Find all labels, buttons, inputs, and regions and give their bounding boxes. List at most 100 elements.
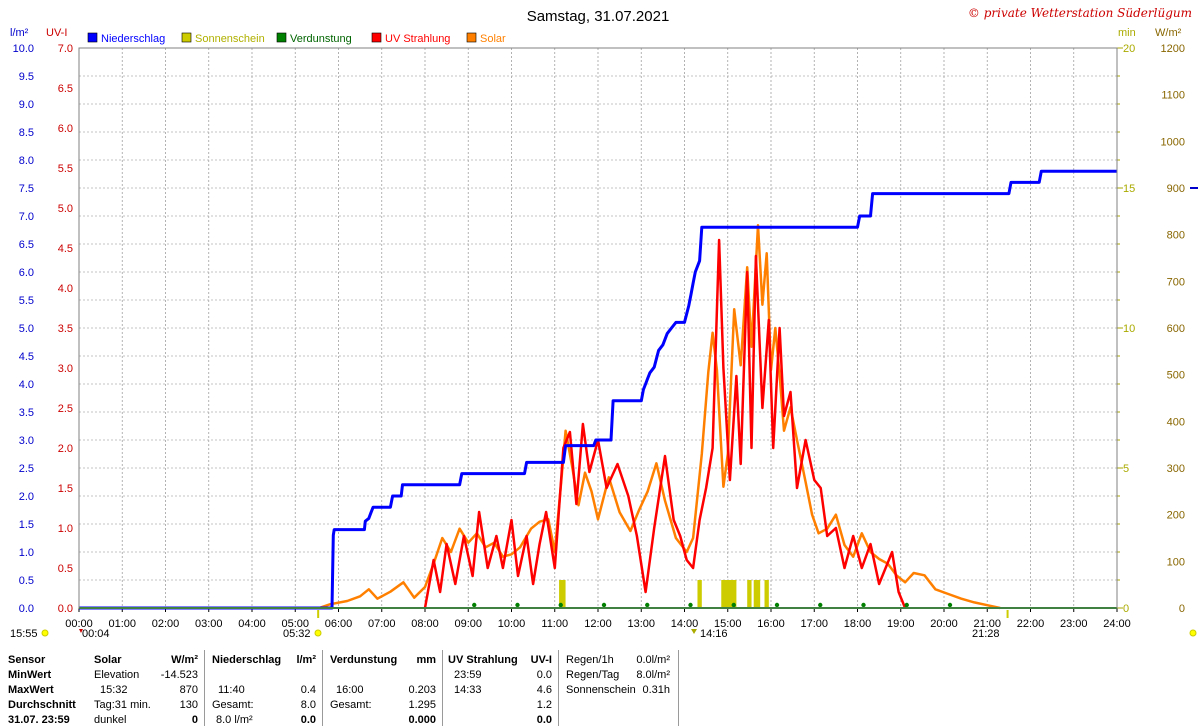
- start-marker-label: 00:04: [82, 628, 110, 640]
- verdunstung-marker: [688, 602, 693, 608]
- uv-r2-value: 4.6: [536, 684, 552, 696]
- solar-head: Solar: [94, 654, 122, 666]
- rain-tick: 3.0: [19, 435, 34, 447]
- x-tick-label: 17:00: [800, 618, 828, 630]
- rain-tick: 6.0: [19, 267, 34, 279]
- x-tick-label: 20:00: [930, 618, 958, 630]
- solar-axis-unit: W/m²: [1155, 27, 1182, 39]
- rain-tick: 4.5: [19, 351, 34, 363]
- rain-tick: 7.0: [19, 211, 34, 223]
- uv-head: UV Strahlung: [448, 654, 518, 666]
- left-time-label: 15:55: [10, 628, 38, 640]
- rain-tick: 9.5: [19, 71, 34, 83]
- sunrise-icon: [314, 629, 322, 637]
- uv-r4-value: 0.0: [536, 714, 552, 726]
- extra-v3: 0.31h: [642, 684, 670, 696]
- sunshine-bar: [747, 580, 752, 608]
- rain-r2-value: 0.4: [300, 684, 316, 696]
- legend-label: UV Strahlung: [385, 33, 450, 45]
- legend-swatch: [466, 32, 477, 43]
- stats-extra-column: Regen/1h 0.0l/m² Regen/Tag 8.0l/m² Sonne…: [566, 650, 676, 726]
- extra-v2: 8.0l/m²: [636, 669, 670, 681]
- verdunstung-marker: [645, 602, 650, 608]
- x-tick-label: 15:00: [714, 618, 742, 630]
- legend-label: Sonnenschein: [195, 33, 265, 45]
- sun-icon: [41, 629, 49, 637]
- uv-r2-label: 14:33: [454, 684, 482, 696]
- uv-r1-value: 0.0: [536, 669, 552, 681]
- solar-unit: W/m²: [171, 654, 198, 666]
- solar-r2-value: 870: [179, 684, 198, 696]
- legend-label: Solar: [480, 33, 506, 45]
- stats-labels: Sensor MinWert MaxWert Durchschnitt 31.0…: [8, 650, 88, 726]
- x-tick-label: 10:00: [498, 618, 526, 630]
- legend-swatch: [371, 32, 382, 43]
- x-tick-label: 03:00: [195, 618, 223, 630]
- verdunstung-marker: [601, 602, 607, 608]
- extra-v1: 0.0l/m²: [636, 654, 670, 666]
- x-tick-label: 07:00: [368, 618, 396, 630]
- copyright-text: © private Wetterstation Süderlügum: [968, 6, 1192, 20]
- legend-swatch: [276, 32, 287, 43]
- stats-rain-column: Niederschlag l/m² 11:40 0.4 Gesamt: 8.0 …: [212, 650, 320, 726]
- legend-label: Verdunstung: [290, 33, 352, 45]
- rain-r3-label: Gesamt:: [212, 699, 254, 711]
- uv-tick: 2.5: [58, 403, 73, 415]
- solar-r4-value: 0: [191, 714, 198, 726]
- evap-r4-value: 0.000: [408, 714, 436, 726]
- verdunstung-marker: [904, 602, 909, 608]
- sun-tick: 5: [1123, 463, 1129, 475]
- x-tick-label: 14:00: [671, 618, 699, 630]
- verdunstung-marker: [861, 602, 866, 608]
- solar-r1-value: -14.523: [160, 669, 198, 681]
- uv-unit: UV-I: [530, 654, 552, 666]
- x-tick-label: 22:00: [1017, 618, 1045, 630]
- evap-r3-value: 1.295: [408, 699, 436, 711]
- rain-tick: 2.5: [19, 463, 34, 475]
- x-tick-label: 00:00: [65, 618, 93, 630]
- x-tick-label: 19:00: [887, 618, 915, 630]
- uv-r3-value: 1.2: [536, 699, 552, 711]
- uv-tick: 6.0: [58, 123, 73, 135]
- uv-tick: 2.0: [58, 443, 73, 455]
- rain-tick: 2.0: [19, 491, 34, 503]
- sunrise-label: 05:32: [283, 628, 311, 640]
- solar-tick: 1000: [1161, 136, 1185, 148]
- x-axis-ticks: 00:00 01:00 02:00 03:00 04:00 05:00 06:00 07:00…: [65, 608, 1131, 630]
- sunshine-bar: [559, 580, 566, 608]
- sunshine-bars: [559, 580, 769, 608]
- x-tick-label: 08:00: [411, 618, 439, 630]
- stats-min-label: MinWert: [8, 669, 52, 681]
- sunrise-marker: [317, 610, 320, 618]
- rain-tick: 4.0: [19, 379, 34, 391]
- x-tick-label: 06:00: [325, 618, 353, 630]
- sun-tick: 15: [1123, 183, 1135, 195]
- sunshine-bar: [753, 580, 761, 608]
- rain-tick: 8.0: [19, 155, 34, 167]
- uv-tick: 3.0: [58, 363, 73, 375]
- uv-tick: 7.0: [58, 43, 73, 55]
- x-tick-label: 21:00: [973, 618, 1001, 630]
- rain-r4-value: 0.0: [300, 714, 316, 726]
- start-marker-icon: [79, 629, 83, 633]
- solar-tick: 600: [1167, 323, 1185, 335]
- x-tick-label: 04:00: [238, 618, 266, 630]
- legend-label: Niederschlag: [101, 33, 165, 45]
- stats-separator: [204, 650, 205, 726]
- rain-tick: 0.0: [19, 603, 34, 615]
- solar-tick: 500: [1167, 370, 1185, 382]
- stats-solar-column: Solar W/m² Elevation -14.523 15:32 870 T…: [94, 650, 202, 726]
- stats-separator: [558, 650, 559, 726]
- sunshine-bar: [764, 580, 769, 608]
- uv-tick: 1.5: [58, 483, 73, 495]
- x-tick-label: 16:00: [757, 618, 785, 630]
- sun-axis-unit: min: [1118, 27, 1136, 39]
- evap-r2-value: 0.203: [408, 684, 436, 696]
- solar-tick: 800: [1167, 230, 1185, 242]
- x-tick-label: 18:00: [844, 618, 872, 630]
- uv-r1-label: 23:59: [454, 669, 482, 681]
- solar-r3-label: Tag:31 min.: [94, 699, 151, 711]
- rain-tick: 1.0: [19, 547, 34, 559]
- x-tick-label: 02:00: [152, 618, 180, 630]
- rain-tick: 3.5: [19, 407, 34, 419]
